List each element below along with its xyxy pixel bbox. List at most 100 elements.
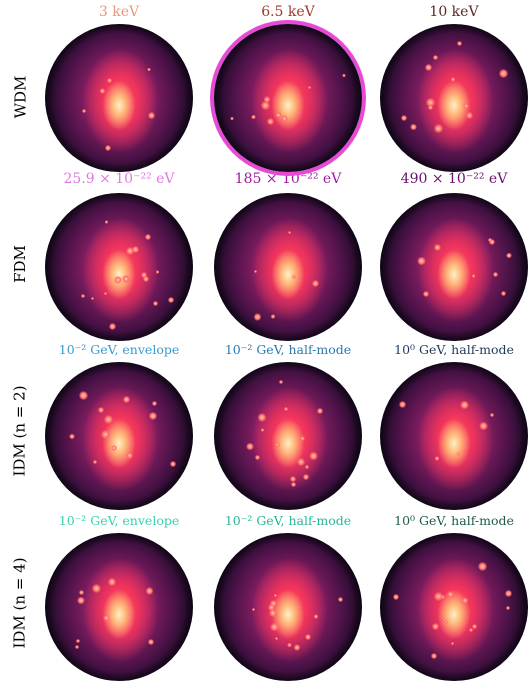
- subhalo-clump: [266, 117, 275, 126]
- subhalo-clump: [97, 407, 104, 414]
- subhalo-clump: [450, 642, 455, 646]
- subhalo-clump: [469, 627, 474, 632]
- subhalo-clump: [461, 597, 469, 604]
- subhalo-clump: [168, 296, 174, 303]
- subhalo-clump: [292, 275, 297, 280]
- subhalo-clump: [290, 476, 297, 482]
- subhalo-clump: [107, 78, 112, 83]
- subhalo-clump: [104, 292, 108, 296]
- subhalo-clump: [434, 243, 442, 252]
- title-idm4-halfmode-low: 10⁻² GeV, half-mode: [224, 513, 352, 528]
- subhalo-clump: [126, 451, 134, 459]
- subhalo-clump: [431, 653, 437, 659]
- subhalo-clump: [300, 436, 306, 442]
- subhalo-clump: [113, 275, 122, 285]
- subhalo-clump: [501, 290, 507, 296]
- subhalo-clump: [274, 636, 279, 641]
- subhalo-clump: [264, 96, 271, 103]
- subhalo-clump: [506, 252, 512, 259]
- subhalo-clump: [147, 67, 151, 72]
- halo-panel-idm4-halfmode-low: [214, 533, 362, 681]
- subhalo-clump: [152, 300, 159, 307]
- subhalo-clump: [434, 456, 440, 461]
- subhalo-clump: [76, 639, 80, 643]
- subhalo-clump: [434, 123, 443, 133]
- title-fdm-185: 185 × 10⁻²² eV: [234, 171, 342, 187]
- subhalo-clump: [460, 400, 469, 410]
- subhalo-clump: [257, 413, 267, 422]
- subhalo-clump: [255, 455, 260, 460]
- halo-panel-wdm-3kev: [45, 24, 193, 172]
- subhalo-clump: [456, 452, 461, 456]
- halo-panel-wdm-6p5kev: [214, 24, 362, 172]
- title-wdm-3kev: 3 keV: [98, 4, 140, 20]
- subhalo-clump: [287, 230, 291, 234]
- subhalo-clump: [121, 275, 130, 284]
- subhalo-clump: [75, 645, 80, 650]
- subhalo-clump: [143, 275, 150, 282]
- halo-panel-fdm-490: [380, 193, 528, 341]
- halo-panel-idm4-halfmode-high: [380, 533, 528, 681]
- subhalo-clump: [145, 587, 154, 595]
- subhalo-clump: [303, 474, 309, 480]
- title-idm4-halfmode-high: 10⁰ GeV, half-mode: [394, 513, 514, 528]
- title-fdm-25p9: 25.9 × 10⁻²² eV: [63, 171, 175, 187]
- subhalo-clump: [140, 272, 147, 279]
- subhalo-clump: [270, 623, 279, 632]
- subhalo-clump: [105, 145, 111, 151]
- subhalo-clump: [77, 596, 85, 605]
- subhalo-clump: [151, 400, 158, 407]
- subhalo-clump: [457, 41, 463, 46]
- subhalo-clump: [229, 116, 234, 121]
- subhalo-clump: [170, 460, 176, 467]
- subhalo-clump: [392, 593, 399, 600]
- subhalo-clump: [122, 395, 131, 404]
- subhalo-clump: [261, 101, 271, 111]
- subhalo-clump: [251, 608, 255, 612]
- subhalo-clump: [463, 102, 469, 109]
- subhalo-clump: [251, 115, 256, 120]
- subhalo-clump: [69, 433, 75, 440]
- title-idm2-halfmode-low: 10⁻² GeV, half-mode: [224, 342, 352, 357]
- subhalo-clump: [100, 430, 110, 440]
- subhalo-clump: [447, 591, 455, 599]
- subhalo-clump: [442, 618, 447, 622]
- subhalo-clump: [409, 123, 417, 131]
- row-label-fdm: FDM: [10, 245, 29, 283]
- subhalo-clump: [268, 608, 277, 617]
- subhalo-clump: [246, 443, 254, 451]
- subhalo-clump: [81, 108, 87, 114]
- subhalo-clump: [423, 291, 429, 297]
- subhalo-clump: [424, 63, 433, 72]
- subhalo-clump: [144, 234, 151, 241]
- subhalo-clump: [313, 614, 319, 619]
- title-fdm-490: 490 × 10⁻²² eV: [400, 171, 508, 187]
- subhalo-clump: [472, 624, 477, 629]
- row-label-idm-n4: IDM (n = 4): [11, 557, 29, 649]
- halo-panel-idm2-halfmode-high: [380, 362, 528, 510]
- subhalo-clump: [261, 428, 265, 432]
- subhalo-clump: [131, 246, 139, 254]
- subhalo-clump: [433, 591, 443, 601]
- subhalo-clump: [253, 313, 262, 321]
- subhalo-clump: [78, 590, 84, 596]
- subhalo-clump: [465, 112, 473, 119]
- subhalo-clump: [80, 293, 85, 298]
- subhalo-clump: [104, 219, 109, 224]
- subhalo-clump: [307, 85, 312, 90]
- subhalo-clump: [147, 638, 155, 646]
- subhalo-clump: [305, 465, 309, 469]
- subhalo-clump: [489, 238, 496, 245]
- title-wdm-6p5kev: 6.5 keV: [261, 4, 315, 20]
- subhalo-clump: [479, 421, 488, 431]
- subhalo-clump: [342, 73, 346, 78]
- title-idm2-halfmode-high: 10⁰ GeV, half-mode: [394, 342, 514, 357]
- subhalo-clump: [125, 246, 134, 255]
- subhalo-clump: [317, 408, 323, 414]
- halo-panel-wdm-10kev: [380, 24, 528, 172]
- title-idm2-envelope: 10⁻² GeV, envelope: [58, 342, 180, 357]
- subhalo-clump: [427, 104, 434, 111]
- subhalo-clump: [271, 314, 276, 319]
- subhalo-clump: [432, 55, 439, 61]
- subhalo-clump: [506, 606, 511, 610]
